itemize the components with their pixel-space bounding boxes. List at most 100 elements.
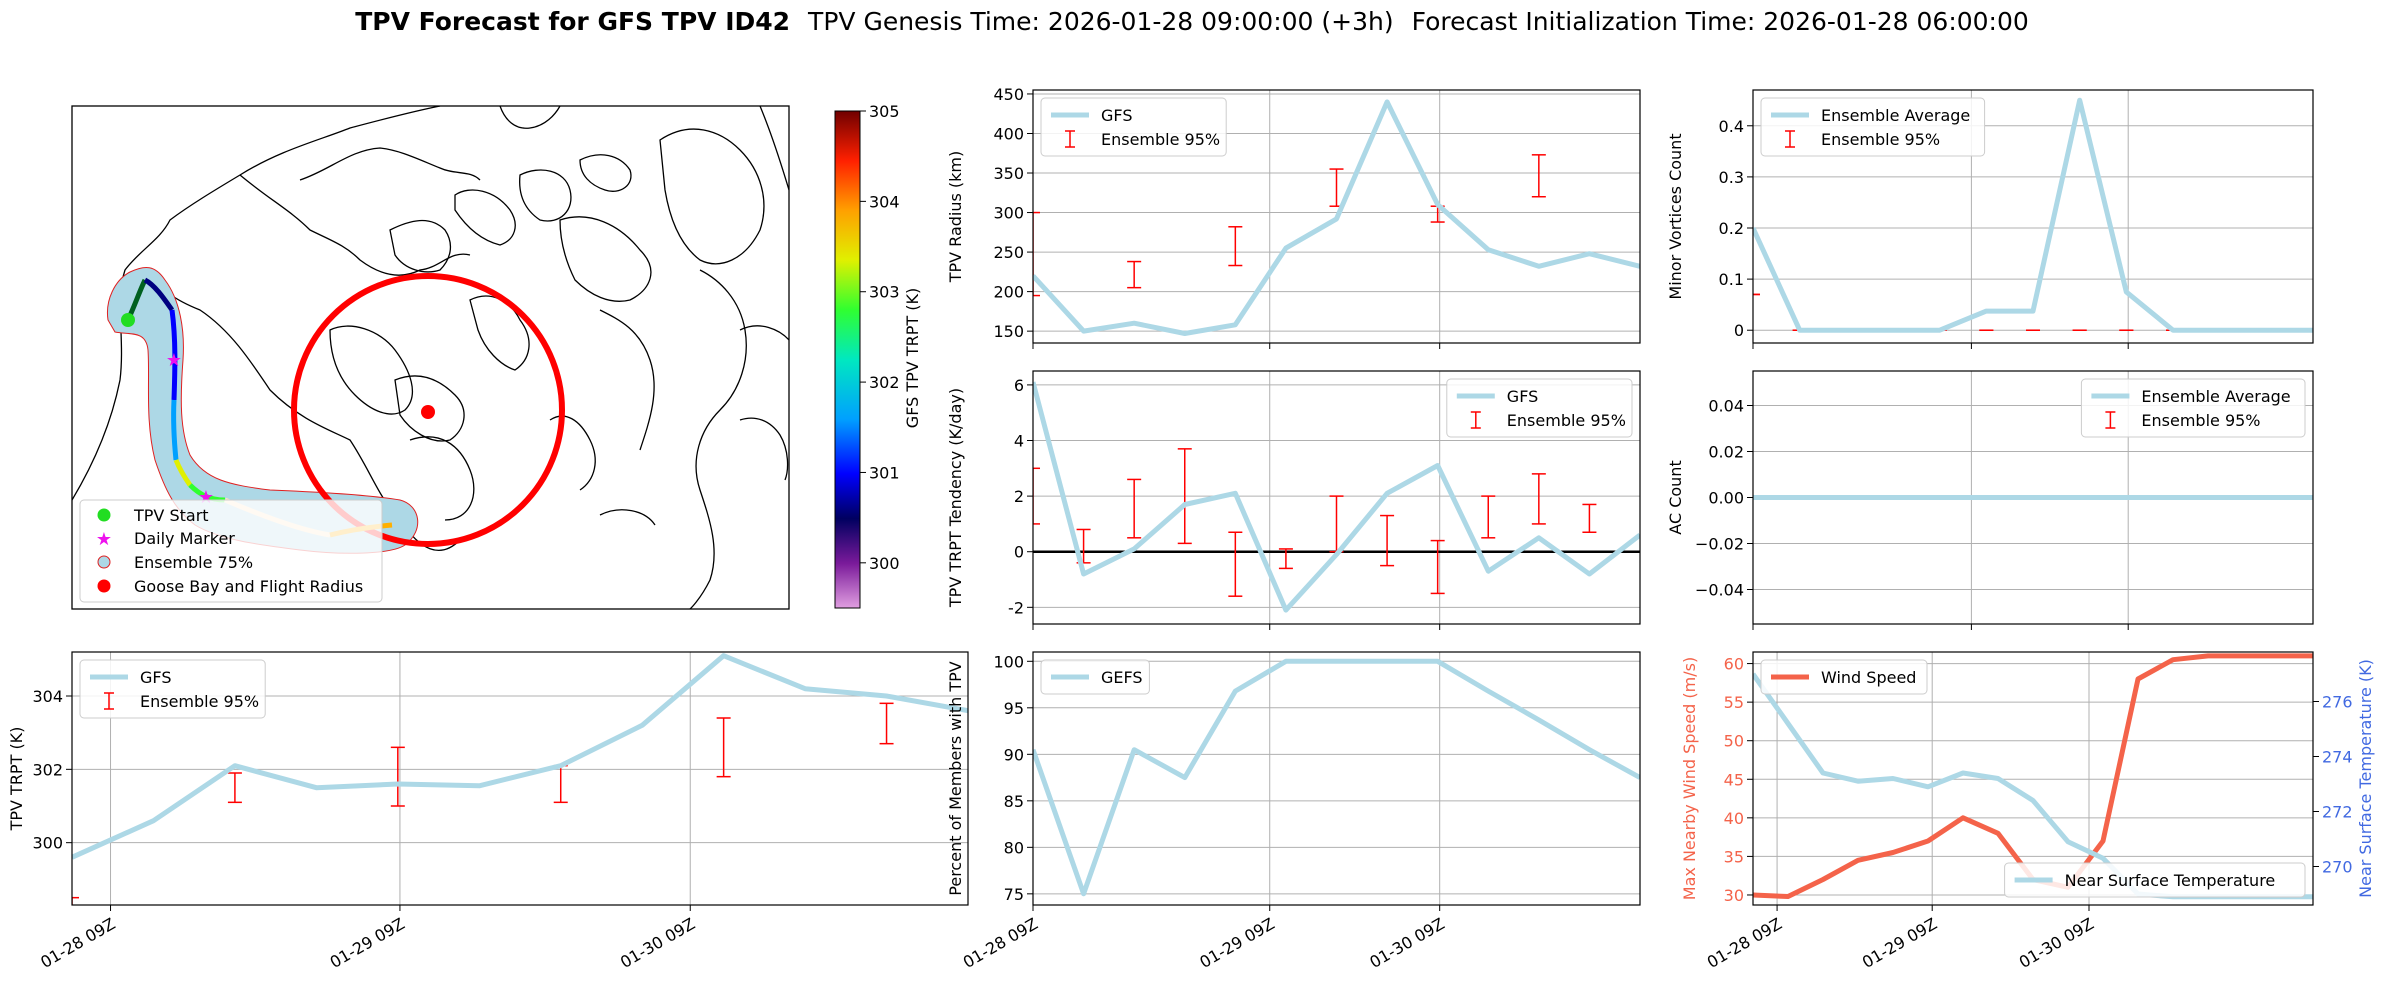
y2-axis-label: Near Surface Temperature (K)	[2356, 659, 2375, 898]
y-tick-label: 95	[1004, 699, 1024, 718]
y-tick-label: −0.04	[1695, 581, 1744, 600]
x-tick-label: 01-28 09Z	[37, 914, 118, 972]
daily-marker-1: ★	[166, 350, 182, 371]
chart-trpt: 300 302 304 01-28 09Z 01-29 09Z 01-30 09Z TPV …	[7, 651, 969, 972]
colorbar-tick-label: 304	[869, 192, 900, 211]
plot-frame	[71, 651, 969, 906]
y-tick-label: 75	[1004, 885, 1024, 904]
map-panel: ★ ★ TPV Start ★ Daily Marker Ensemble 75…	[71, 102, 922, 610]
legend-goose-bay-label: Goose Bay and Flight Radius	[134, 577, 363, 596]
map-area: ★ ★	[72, 106, 789, 609]
y-tick-label: 60	[1724, 655, 1744, 674]
y-tick-label: 450	[993, 85, 1024, 104]
legend-box	[2004, 862, 2306, 898]
y-axis-label: Max Nearby Wind Speed (m/s)	[1680, 657, 1699, 900]
plot-area-radius	[1033, 99, 1640, 336]
legend: GFS Ensemble 95%	[1446, 378, 1633, 438]
goose-bay-marker	[421, 405, 435, 419]
y-tick-label: 80	[1004, 838, 1024, 857]
series-line	[1033, 381, 1640, 613]
legend-daily-marker-label: Daily Marker	[134, 529, 235, 548]
series-line	[1753, 653, 2313, 899]
legend-label: GFS	[1507, 387, 1538, 406]
track-segment-4	[171, 399, 179, 461]
x-tick-label: 01-28 09Z	[1704, 914, 1785, 972]
x-tick-label: 01-30 09Z	[2016, 914, 2097, 972]
legend-box	[79, 659, 266, 719]
y2-tick-label: 272	[2322, 803, 2353, 822]
legend-box	[1040, 97, 1227, 157]
legend-box	[1760, 659, 1928, 695]
legend: Ensemble Average Ensemble 95%	[2080, 378, 2306, 438]
legend-label: Ensemble Average	[1821, 106, 1970, 125]
legend-box	[1040, 659, 1150, 695]
legend-label: Ensemble 95%	[1101, 130, 1220, 149]
legend-label: Ensemble 95%	[1507, 411, 1626, 430]
colorbar-tick-label: 305	[869, 102, 900, 121]
y-axis-label: Percent of Members with TPV	[946, 661, 965, 895]
colorbar-label: GFS TPV TRPT (K)	[903, 288, 922, 428]
series-line	[1753, 672, 2313, 900]
y-tick-label: 100	[993, 652, 1024, 671]
y2-tick-label: 270	[2322, 858, 2353, 877]
flight-radius-circle	[291, 273, 565, 547]
plot-area-tendency	[1033, 381, 1640, 613]
y-tick-label: 55	[1724, 693, 1744, 712]
legend: Ensemble Average Ensemble 95%	[1760, 97, 1986, 157]
chart-wind: 30 35 40 45 50 55 60 01-28 09Z 01-29 09Z 01-30 09…	[1680, 651, 2375, 972]
x-tick-label: 01-30 09Z	[617, 914, 698, 972]
colorbar-tick-label: 303	[869, 283, 900, 302]
plot-frame	[1752, 651, 2314, 906]
chart-minor: 0 0.1 0.2 0.3 0.4 Minor Vortices Count Ensembl…	[1666, 89, 2314, 349]
x-tick-label: 01-29 09Z	[1859, 914, 1940, 972]
legend-box	[1446, 378, 1633, 438]
legend-label: GFS	[140, 668, 171, 687]
colorbar: 300 301 302 303 304 305 GFS TPV TRPT (K)	[834, 102, 922, 609]
colorbar-gradient	[834, 110, 861, 609]
legend-label: GEFS	[1101, 668, 1143, 687]
y-tick-label: 40	[1724, 809, 1744, 828]
plot-area-minor	[1753, 97, 2313, 333]
y-tick-label: 0	[1734, 321, 1744, 340]
y-tick-label: 0.2	[1719, 219, 1744, 238]
x-tick-label: 01-29 09Z	[327, 914, 408, 972]
y-axis-label: Minor Vortices Count	[1666, 133, 1685, 299]
y-tick-label: 35	[1724, 847, 1744, 866]
series-line	[1033, 658, 1640, 897]
chart-tendency: -2 0 2 4 6 TPV TRPT Tendency (K/day) GFS Ensemb…	[946, 370, 1641, 630]
y-tick-label: 300	[32, 834, 63, 853]
y-tick-label: 304	[32, 687, 63, 706]
y-axis-label: TPV TRPT (K)	[7, 727, 26, 832]
track-segment-5	[173, 459, 193, 487]
chart-radius: 150 200 250 300 350 400 450 TPV Radius (km) GFS E…	[946, 85, 1641, 349]
colorbar-tick-label: 300	[869, 554, 900, 573]
legend-ensemble-marker	[97, 555, 111, 569]
y2-tick-label: 276	[2322, 693, 2353, 712]
y-tick-label: 0.02	[1708, 443, 1744, 462]
plot-frame	[1752, 370, 2314, 625]
y-tick-label: 30	[1724, 886, 1744, 905]
legend-label: Near Surface Temperature	[2065, 871, 2276, 890]
y-axis-label: TPV TRPT Tendency (K/day)	[946, 388, 965, 608]
legend: Near Surface Temperature	[2004, 862, 2306, 898]
x-tick-label: 01-28 09Z	[960, 914, 1041, 972]
y-tick-label: 0.1	[1719, 270, 1744, 289]
legend-label: Ensemble 95%	[1821, 130, 1940, 149]
legend-goose-bay-marker	[97, 579, 111, 593]
plot-frame	[1032, 651, 1641, 906]
y-axis-label: TPV Radius (km)	[946, 151, 965, 284]
title-genesis: TPV Genesis Time: 2026-01-28 09:00:00 (+…	[807, 7, 1394, 36]
legend-box	[1760, 97, 1986, 157]
x-tick-label: 01-29 09Z	[1196, 914, 1277, 972]
legend: GFS Ensemble 95%	[79, 659, 266, 719]
plot-area-wind	[1753, 653, 2313, 900]
track-segment-3	[169, 309, 178, 401]
y-tick-label: 350	[993, 164, 1024, 183]
legend: GEFS	[1040, 659, 1150, 695]
y-axis-label: AC Count	[1666, 460, 1685, 534]
y-tick-label: 400	[993, 124, 1024, 143]
plot-area-trpt	[72, 653, 968, 905]
chart-ac: −0.04 −0.02 0.00 0.02 0.04 AC Count Ensemble A…	[1666, 370, 2314, 630]
title-init: Forecast Initialization Time: 2026-01-28…	[1412, 7, 2029, 36]
legend-label: GFS	[1101, 106, 1132, 125]
